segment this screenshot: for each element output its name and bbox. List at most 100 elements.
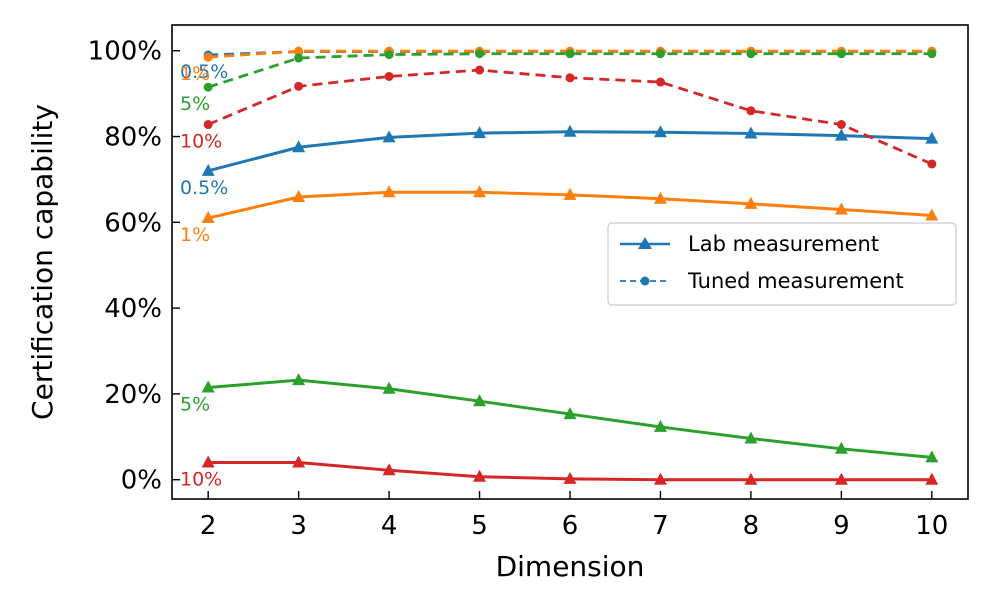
data-point [834, 128, 848, 141]
data-point [201, 163, 215, 176]
legend: Lab measurement Tuned measurement [607, 222, 957, 306]
data-point [653, 419, 667, 432]
x-axis-title: Dimension [496, 550, 645, 583]
data-point [563, 471, 577, 484]
data-point [294, 53, 304, 63]
data-point [744, 126, 758, 139]
data-point [203, 52, 213, 62]
data-point [292, 140, 306, 153]
series-5pct-tuned-measurement [203, 49, 937, 92]
x-tick-label: 6 [562, 511, 579, 541]
data-point [382, 463, 396, 476]
data-point [834, 472, 848, 485]
data-point [744, 196, 758, 209]
x-axis: 2 3 4 5 6 7 8 9 10 [200, 491, 948, 541]
data-point [201, 211, 215, 224]
y-tick-label: 80% [104, 123, 162, 153]
legend-entry-tuned: Tuned measurement [620, 269, 904, 293]
legend-swatch-lab-marker [638, 237, 652, 249]
data-point [475, 49, 485, 59]
y-tick-label: 0% [121, 466, 162, 496]
data-point [744, 431, 758, 444]
x-tick-label: 4 [381, 511, 398, 541]
data-point [475, 65, 485, 75]
data-point [382, 130, 396, 143]
annotation-5pct-lab-measurement: 5% [180, 393, 210, 415]
y-axis: 0% 20% 40% 60% 80% 100% [88, 37, 180, 496]
data-point [653, 472, 667, 485]
data-point [563, 124, 577, 137]
data-point [382, 185, 396, 198]
data-point [927, 49, 937, 59]
data-point [565, 73, 575, 83]
data-point [292, 373, 306, 386]
data-point [927, 159, 937, 169]
annotation-0-5pct-lab-measurement: 0.5% [180, 177, 228, 199]
y-tick-label: 40% [104, 294, 162, 324]
data-point [655, 77, 665, 87]
annotation-10pct-lab-measurement: 10% [180, 469, 222, 491]
data-point [384, 71, 394, 81]
data-point [203, 82, 213, 92]
data-point [473, 126, 487, 139]
legend-label-tuned: Tuned measurement [687, 269, 904, 293]
x-tick-label: 7 [652, 511, 669, 541]
series-0-5pct-lab-measurement [201, 124, 939, 176]
x-tick-label: 3 [290, 511, 307, 541]
data-point [655, 49, 665, 59]
data-point [925, 131, 939, 144]
data-point [294, 81, 304, 91]
data-point [382, 381, 396, 394]
data-point [925, 472, 939, 485]
legend-label-lab: Lab measurement [688, 232, 879, 256]
series-5pct-lab-measurement [201, 373, 939, 463]
y-axis-title: Certification capability [26, 104, 59, 420]
annotation-5pct-tuned-measurement: 5% [180, 93, 210, 115]
data-point [292, 455, 306, 468]
data-point [563, 407, 577, 420]
series-10pct-tuned-measurement [203, 65, 937, 169]
data-point [201, 455, 215, 468]
series-layer [201, 46, 939, 485]
legend-swatch-tuned-marker [640, 276, 650, 286]
y-tick-label: 60% [104, 208, 162, 238]
data-point [836, 120, 846, 130]
annotation-10pct-tuned-measurement: 10% [180, 131, 222, 153]
x-tick-label: 5 [471, 511, 488, 541]
annotation-layer: 0.5%1%5%10%0.5%1%5%10% [180, 61, 228, 491]
annotation-1pct-lab-measurement: 1% [180, 224, 210, 246]
series-line [208, 49, 932, 59]
x-tick-label: 9 [833, 511, 850, 541]
data-point [565, 49, 575, 59]
y-tick-label: 20% [104, 380, 162, 410]
data-point [563, 187, 577, 200]
data-point [653, 125, 667, 138]
x-tick-label: 2 [200, 511, 217, 541]
data-point [746, 106, 756, 116]
data-point [201, 380, 215, 393]
data-point [203, 120, 213, 130]
series-10pct-lab-measurement [201, 455, 939, 485]
data-point [653, 191, 667, 204]
data-point [836, 49, 846, 59]
data-point [746, 49, 756, 59]
data-point [925, 208, 939, 221]
series-1pct-lab-measurement [201, 185, 939, 224]
data-point [473, 185, 487, 198]
y-tick-label: 100% [88, 37, 162, 67]
data-point [834, 441, 848, 454]
data-point [744, 472, 758, 485]
data-point [925, 450, 939, 463]
annotation-0-5pct-tuned-measurement: 0.5% [180, 61, 228, 83]
annotation-1pct-tuned-measurement: 1% [180, 63, 210, 85]
data-point [834, 202, 848, 215]
x-tick-label: 10 [915, 511, 948, 541]
data-point [292, 190, 306, 203]
legend-box [607, 222, 957, 306]
x-tick-label: 8 [743, 511, 760, 541]
data-point [384, 50, 394, 60]
data-point [294, 46, 304, 56]
